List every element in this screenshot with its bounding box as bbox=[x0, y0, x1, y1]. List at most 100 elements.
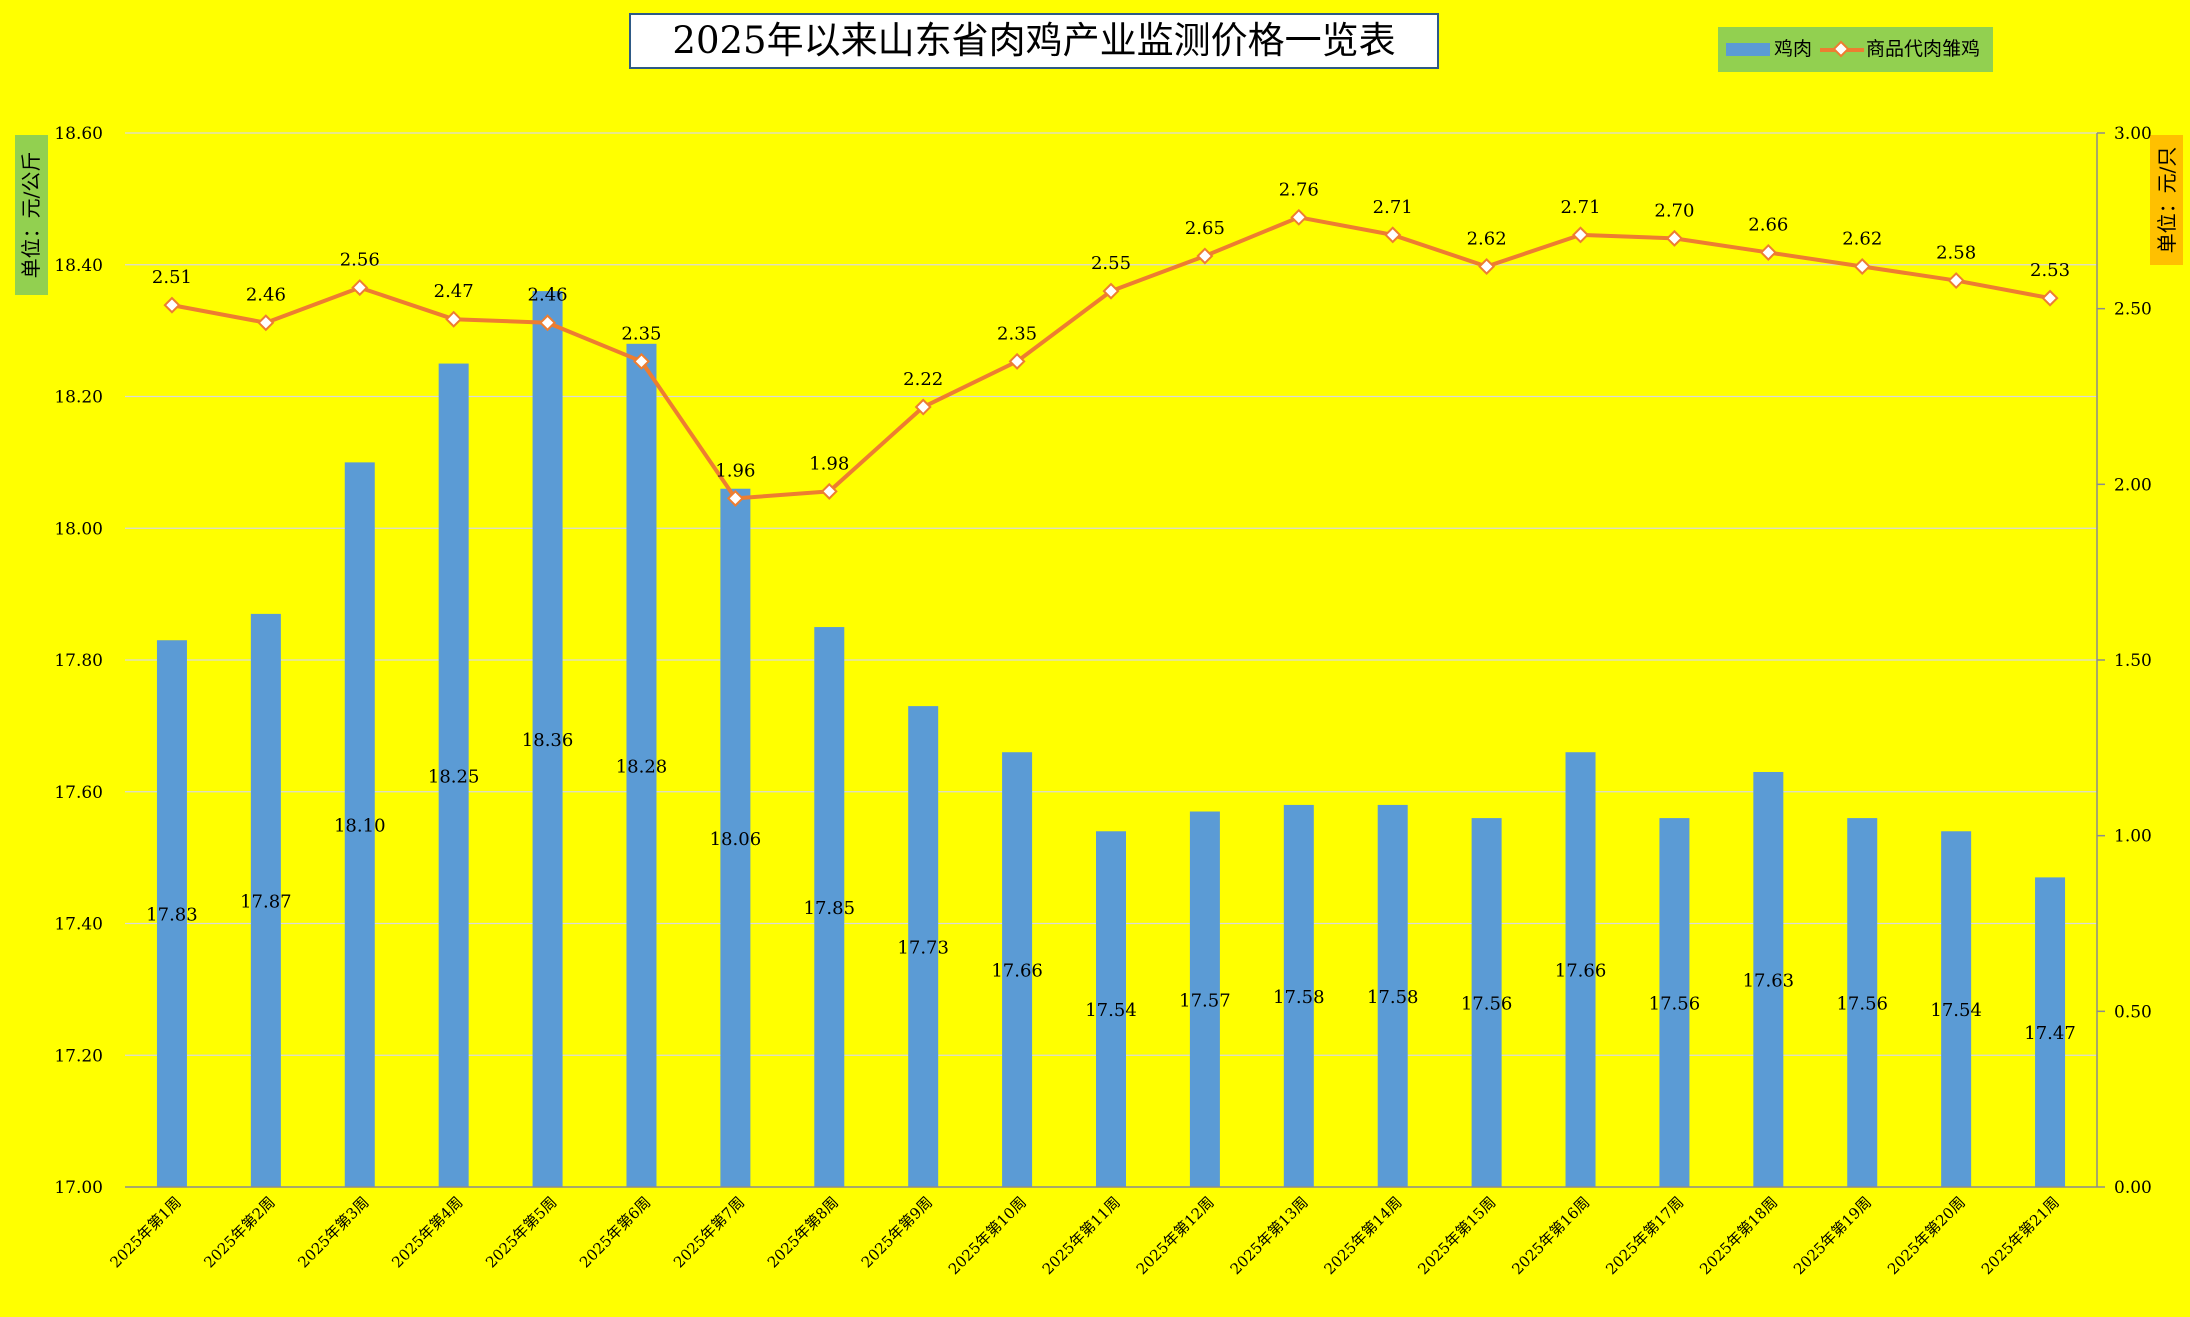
x-tick-label: 2025年第19周 bbox=[1790, 1193, 1875, 1278]
bar bbox=[1096, 831, 1126, 1187]
left-tick-label: 17.40 bbox=[54, 915, 103, 935]
line-point bbox=[914, 398, 932, 416]
chart-title-box bbox=[629, 13, 1439, 69]
bar bbox=[1565, 752, 1596, 1187]
bar bbox=[438, 363, 469, 1187]
right-axis-title: 单位：元/只 bbox=[2155, 147, 2179, 254]
bar bbox=[1471, 818, 1502, 1187]
line-data-label: 2.22 bbox=[903, 369, 943, 390]
left-tick-label: 17.60 bbox=[54, 783, 103, 803]
bar bbox=[344, 462, 375, 1187]
line-data-label: 2.55 bbox=[1091, 253, 1131, 274]
left-tick-label: 18.40 bbox=[54, 256, 103, 276]
line-point bbox=[1572, 226, 1590, 244]
x-tick-label: 2025年第6周 bbox=[576, 1193, 654, 1271]
bar-series bbox=[156, 291, 2066, 1188]
bar bbox=[1659, 818, 1690, 1187]
left-axis-ticks: 17.00 17.20 17.40 17.60 17.80 18.00 18.20 18.40… bbox=[54, 124, 103, 1198]
line-data-label: 1.96 bbox=[715, 460, 755, 481]
bar-data-label: 17.73 bbox=[897, 938, 949, 959]
line-point bbox=[1947, 272, 1965, 290]
left-tick-label: 17.80 bbox=[54, 651, 103, 671]
x-tick-label: 2025年第16周 bbox=[1508, 1193, 1593, 1278]
x-tick-label: 2025年第10周 bbox=[945, 1193, 1030, 1278]
x-tick-label: 2025年第5周 bbox=[482, 1193, 560, 1271]
bar bbox=[1847, 818, 1878, 1187]
bar bbox=[814, 627, 845, 1187]
left-tick-label: 17.20 bbox=[54, 1046, 103, 1066]
line-point bbox=[539, 314, 557, 332]
bar bbox=[1002, 752, 1033, 1187]
x-tick-label: 2025年第17周 bbox=[1602, 1193, 1687, 1278]
x-tick-label: 2025年第13周 bbox=[1227, 1193, 1312, 1278]
x-tick-label: 2025年第14周 bbox=[1321, 1193, 1406, 1278]
line-point bbox=[351, 279, 369, 297]
line-point bbox=[445, 310, 463, 328]
bar bbox=[626, 343, 657, 1187]
bar bbox=[1189, 811, 1220, 1187]
bar bbox=[1283, 804, 1314, 1187]
legend-label-bar: 鸡肉 bbox=[1774, 38, 1812, 60]
line-point bbox=[1384, 226, 1402, 244]
x-tick-label: 2025年第4周 bbox=[388, 1193, 466, 1271]
bar-data-label: 17.66 bbox=[991, 961, 1043, 982]
bar-data-label: 18.10 bbox=[334, 816, 386, 837]
left-tick-label: 18.20 bbox=[54, 388, 103, 408]
bar bbox=[1377, 804, 1408, 1187]
x-tick-label: 2025年第18周 bbox=[1696, 1193, 1781, 1278]
right-tick-label: 2.50 bbox=[2114, 300, 2152, 320]
right-tick-label: 0.00 bbox=[2114, 1178, 2152, 1198]
line-data-label: 2.76 bbox=[1279, 179, 1319, 200]
line-data-label: 2.46 bbox=[246, 285, 286, 306]
line-data-label: 2.71 bbox=[1560, 197, 1600, 218]
x-tick-label: 2025年第1周 bbox=[106, 1193, 184, 1271]
right-tick-label: 2.00 bbox=[2114, 475, 2152, 495]
bar-data-label: 17.56 bbox=[1649, 994, 1701, 1015]
line-data-label: 2.65 bbox=[1185, 218, 1225, 239]
line-series bbox=[163, 208, 2059, 507]
line-point bbox=[1478, 258, 1496, 275]
x-tick-label: 2025年第11周 bbox=[1039, 1193, 1124, 1278]
x-tick-label: 2025年第7周 bbox=[670, 1193, 748, 1271]
x-tick-label: 2025年第12周 bbox=[1133, 1193, 1218, 1278]
right-tick-label: 0.50 bbox=[2114, 1002, 2152, 1022]
line-point bbox=[1853, 258, 1871, 275]
line-point bbox=[1290, 208, 1308, 226]
right-tick-label: 1.00 bbox=[2114, 827, 2152, 847]
bar bbox=[720, 488, 751, 1188]
line-data-label: 2.56 bbox=[340, 250, 380, 271]
bar bbox=[1941, 831, 1972, 1187]
right-axis-title-box bbox=[2150, 135, 2183, 265]
bar bbox=[156, 640, 187, 1187]
bar-data-label: 17.56 bbox=[1836, 994, 1888, 1015]
line-data-label: 2.51 bbox=[152, 267, 192, 288]
bar-data-label: 17.54 bbox=[1085, 1000, 1137, 1021]
chart-title: 2025年以来山东省肉鸡产业监测价格一览表 bbox=[672, 19, 1395, 62]
bar-data-label: 17.56 bbox=[1461, 994, 1513, 1015]
bar-data-label: 17.85 bbox=[804, 898, 856, 919]
legend-bar-swatch bbox=[1726, 43, 1770, 56]
line-data-label: 2.35 bbox=[997, 323, 1037, 344]
bar-data-label: 17.47 bbox=[2024, 1023, 2076, 1044]
line-data-label: 2.70 bbox=[1654, 200, 1694, 221]
bar-data-label: 17.83 bbox=[146, 905, 198, 926]
left-tick-label: 17.00 bbox=[54, 1178, 103, 1198]
line-point bbox=[632, 352, 650, 370]
bar bbox=[532, 291, 563, 1188]
line-data-label: 2.46 bbox=[528, 285, 568, 306]
legend-line-marker bbox=[1832, 40, 1850, 58]
line-point bbox=[1196, 247, 1214, 265]
bar-data-label: 18.06 bbox=[710, 829, 762, 850]
line-point bbox=[1665, 229, 1683, 247]
left-tick-label: 18.00 bbox=[54, 519, 103, 539]
line-point bbox=[1008, 352, 1026, 370]
x-tick-label: 2025年第3周 bbox=[294, 1193, 372, 1271]
bar-data-labels: 17.83 17.87 18.10 18.25 18.36 18.28 18.06 17.85… bbox=[146, 730, 2076, 1044]
line-data-label: 2.58 bbox=[1936, 243, 1976, 264]
bar-data-label: 17.54 bbox=[1930, 1000, 1982, 1021]
line-data-label: 2.62 bbox=[1842, 229, 1882, 250]
x-tick-label: 2025年第21周 bbox=[1978, 1193, 2063, 1278]
x-tick-label: 2025年第15周 bbox=[1414, 1193, 1499, 1278]
